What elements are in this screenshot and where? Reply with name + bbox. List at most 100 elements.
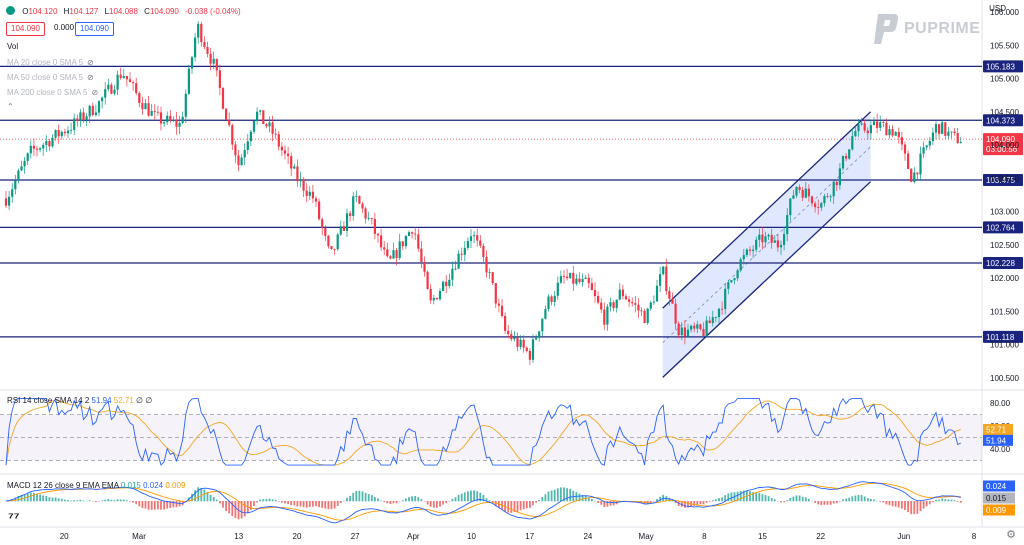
candle-body [652,301,655,303]
candle-body [194,37,197,58]
legend-ma20[interactable]: MA 20 close 0 SMA 5 ⊘ [7,58,94,67]
candle-body [758,234,761,240]
eye-hidden-icon[interactable]: ⊘ [91,88,99,97]
macd-histogram-bar [829,501,832,505]
macd-histogram-bar [953,500,956,502]
candle-body [327,235,330,247]
candle-body [714,317,717,318]
candle-body [953,131,956,134]
collapse-legend-icon[interactable]: ⌃ [7,102,14,111]
candle-body [810,196,814,204]
macd-histogram-bar [411,496,413,502]
candle-body [128,79,132,83]
macd-histogram-bar [656,499,658,502]
candle-body [45,141,48,145]
macd-histogram-bar [808,498,810,502]
macd-histogram-bar [222,501,224,508]
candle-body [770,234,773,243]
candle-body [643,311,646,324]
macd-histogram-bar [250,501,252,510]
rsi-legend[interactable]: RSI 14 close SMA 14 2 51.94 52.71 ∅ ∅ [7,396,153,405]
legend-vol[interactable]: Vol [7,42,19,51]
candle-body [190,57,194,69]
settings-gear-icon[interactable]: ⚙ [1006,529,1016,541]
candle-body [60,131,63,137]
level-label-bg [983,330,1023,343]
legend-ma50[interactable]: MA 50 close 0 SMA 5 ⊘ [7,73,94,82]
macd-histogram-bar [578,493,581,502]
level-label: 102.228 [986,259,1015,268]
candle-body [894,131,897,136]
level-label-bg [983,221,1023,234]
candle-body [144,103,147,110]
macd-histogram-bar [857,495,860,502]
candle-body [280,146,283,151]
candle-body [330,246,333,249]
candle-body [293,166,296,169]
candle-body [752,249,755,251]
candle-body [432,298,435,301]
candle-body [246,141,249,150]
macd-histogram-bar [160,501,162,510]
macd-histogram-bar [82,500,85,502]
currency-label[interactable]: USD [989,4,1006,13]
macd-histogram-bar [460,493,463,502]
candle-body [674,303,677,324]
macd-histogram-bar [842,499,844,502]
candle-body [860,123,863,125]
candle-body [79,112,82,122]
candle-body [609,302,612,307]
candle-body [876,121,879,128]
macd-histogram-bar [932,501,934,503]
rsi-line [5,397,961,466]
candle-body [29,145,32,154]
macd-histogram-bar [814,501,816,503]
sell-button[interactable]: 104.090 [6,22,45,36]
level-label: 104.373 [986,116,1015,125]
macd-histogram-bar [848,497,851,502]
candle-body [668,291,671,299]
time-tick-label: 22 [816,532,825,541]
time-tick-label: 27 [351,532,360,541]
macd-histogram-bar [119,499,122,502]
candle-body [209,53,212,64]
macd-histogram-bar [708,501,711,502]
macd-histogram-bar [386,501,389,504]
macd-histogram-bar [463,492,466,502]
candle-body [786,215,789,235]
price-axis[interactable]: 106.000 105.500 105.000 104.500 104.000 103.5… [990,8,1019,383]
macd-histogram-bar [64,499,66,502]
time-tick-label: 20 [293,532,302,541]
time-axis[interactable]: 20 Mar 13 20 27 Apr 10 17 24 May 8 15 22 Jun 8 [60,532,977,541]
candle-body [606,306,609,325]
macd-histogram-bar [42,495,45,502]
candle-body [696,324,699,329]
candle-body [411,232,414,234]
macd-histogram-bar [742,490,745,502]
level-label: 101.118 [986,333,1015,342]
candle-body [125,75,128,80]
candle-body [879,122,882,128]
candle-body [141,102,144,110]
macd-histogram-bar [420,499,423,502]
candle-body [587,277,590,284]
macd-histogram-bar [516,501,519,512]
candle-body [383,247,386,250]
candle-body [175,119,178,127]
legend-ma200[interactable]: MA 200 close 0 SMA 5 ⊘ [7,88,99,97]
eye-hidden-icon[interactable]: ⊘ [87,73,94,82]
candle-body [66,130,70,134]
candle-body [404,235,407,247]
candle-body [947,131,950,136]
candle-body [950,131,953,133]
candle-body [817,207,820,208]
eye-hidden-icon[interactable]: ⊘ [87,58,94,67]
buy-button[interactable]: 104.090 [75,22,114,36]
candle-body [863,123,866,131]
macd-legend[interactable]: MACD 12 26 close 9 EMA EMA 0.015 0.024 0… [7,481,186,490]
macd-histogram-bar [33,492,35,502]
macd-signal-line [5,482,961,521]
macd-histogram-bar [513,501,516,513]
